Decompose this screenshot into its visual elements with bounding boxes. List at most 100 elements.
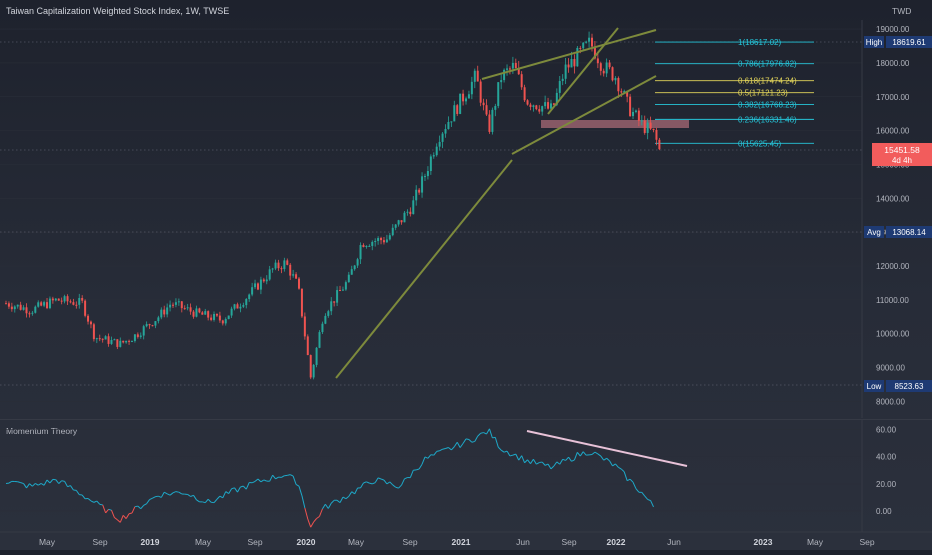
price-tick-label: 16000.00 — [876, 127, 910, 136]
time-axis-label: Jun — [516, 537, 530, 547]
indicator-tick-label: 60.00 — [876, 425, 897, 434]
candle-body — [380, 238, 382, 240]
avg-label: Avg 13068.14 — [864, 226, 932, 238]
candle-body — [418, 190, 420, 193]
time-axis-label: May — [807, 537, 824, 547]
candle-body — [524, 87, 526, 100]
candle-body — [653, 129, 655, 130]
candle-body — [412, 200, 414, 214]
candle-body — [497, 82, 499, 106]
candle-body — [228, 316, 230, 320]
candle-body — [93, 324, 95, 339]
candle-body — [538, 109, 540, 111]
candle-body — [213, 314, 215, 320]
price-tick-label: 12000.00 — [876, 262, 910, 271]
candle-body — [304, 316, 306, 336]
candle-body — [49, 299, 51, 308]
momentum-segment — [466, 439, 469, 440]
candle-body — [313, 365, 315, 378]
candle-body — [436, 147, 438, 155]
candle-body — [116, 339, 118, 347]
candle-body — [500, 80, 502, 82]
candle-body — [17, 305, 19, 307]
candle-body — [272, 268, 274, 269]
candle-body — [342, 290, 344, 291]
candle-body — [160, 310, 162, 318]
candle-body — [163, 310, 165, 315]
candle-body — [96, 338, 98, 339]
candle-body — [72, 302, 74, 305]
candle-body — [34, 307, 36, 313]
candle-body — [78, 298, 80, 305]
candle-body — [357, 259, 359, 265]
candle-body — [61, 301, 63, 302]
candle-body — [354, 266, 356, 270]
candle-body — [386, 239, 388, 242]
candle-body — [298, 279, 300, 289]
time-axis-label: 2021 — [452, 537, 471, 547]
price-tick-label: 9000.00 — [876, 364, 905, 373]
candle-body — [401, 220, 403, 222]
candle-body — [351, 269, 353, 275]
time-axis-label: Sep — [402, 537, 417, 547]
price-tick-label: 19000.00 — [876, 25, 910, 34]
candle-body — [26, 307, 28, 313]
candle-body — [509, 68, 511, 69]
candle-body — [275, 263, 277, 269]
candle-body — [576, 48, 578, 66]
candle-body — [409, 212, 411, 214]
low-tag: Low — [867, 382, 882, 391]
candle-body — [635, 111, 637, 112]
candle-body — [465, 98, 467, 101]
candle-body — [462, 94, 464, 102]
candle-body — [251, 287, 253, 294]
candle-body — [81, 298, 83, 301]
candle-body — [280, 268, 282, 269]
time-axis-label: May — [39, 537, 56, 547]
candle-body — [152, 325, 154, 326]
candle-body — [365, 246, 367, 247]
candle-body — [453, 105, 455, 121]
candle-body — [99, 338, 101, 339]
momentum-segment — [443, 449, 446, 450]
candle-body — [573, 59, 575, 66]
candle-body — [603, 71, 605, 74]
fib-level-label: 0(15625.45) — [738, 139, 781, 148]
candle-body — [254, 283, 256, 287]
candle-body — [629, 97, 631, 116]
candle-body — [245, 299, 247, 305]
momentum-segment — [62, 481, 65, 482]
candle-body — [149, 324, 151, 325]
candle-body — [377, 238, 379, 241]
candle-body — [166, 307, 168, 314]
candle-body — [588, 38, 590, 42]
candle-body — [198, 308, 200, 312]
high-tag: High — [866, 38, 882, 47]
candle-body — [348, 275, 350, 282]
candle-body — [544, 102, 546, 106]
candle-body — [58, 299, 60, 301]
candle-body — [239, 307, 241, 309]
candle-body — [289, 265, 291, 276]
candle-body — [330, 301, 332, 311]
candle-body — [327, 311, 329, 316]
candle-body — [283, 260, 285, 269]
candle-body — [632, 112, 634, 116]
candle-body — [529, 105, 531, 107]
candle-body — [570, 59, 572, 67]
price-tick-label: 14000.00 — [876, 194, 910, 203]
candle-body — [108, 336, 110, 344]
candle-body — [392, 228, 394, 235]
candle-body — [69, 301, 71, 302]
candle-body — [219, 316, 221, 321]
candle-body — [128, 341, 130, 342]
candle-body — [154, 321, 156, 326]
candle-body — [43, 302, 45, 305]
candle-body — [641, 120, 643, 121]
candle-body — [512, 63, 514, 69]
candle-body — [67, 296, 69, 301]
indicator-title: Momentum Theory — [6, 426, 78, 436]
candle-body — [424, 176, 426, 177]
time-axis-label: May — [195, 537, 212, 547]
